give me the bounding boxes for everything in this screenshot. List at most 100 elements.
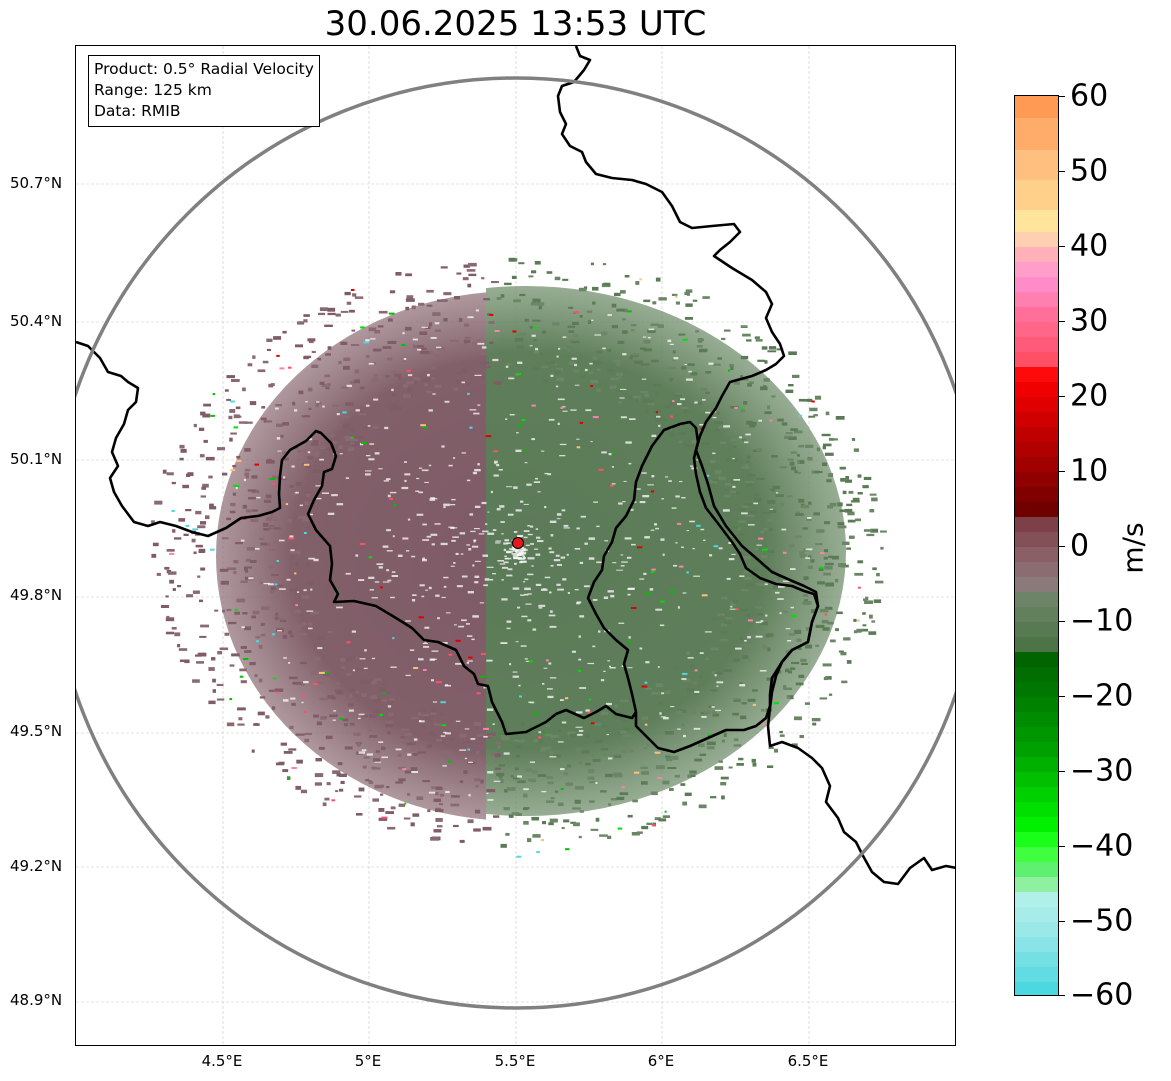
velocity-gate — [657, 383, 661, 387]
velocity-gate — [780, 502, 785, 507]
velocity-gate — [655, 392, 660, 396]
velocity-gap — [588, 557, 595, 560]
velocity-gate — [195, 544, 203, 548]
velocity-gate — [326, 782, 331, 786]
velocity-gate — [226, 517, 231, 521]
velocity-gate — [229, 409, 236, 413]
velocity-outlier — [404, 802, 407, 805]
velocity-outlier — [565, 697, 569, 700]
velocity-gap — [348, 709, 354, 712]
radar-map[interactable] — [75, 45, 956, 1046]
velocity-gate — [270, 586, 276, 591]
velocity-gate — [515, 745, 522, 749]
velocity-gap — [369, 589, 374, 591]
velocity-gate — [258, 678, 263, 683]
velocity-gate — [665, 757, 673, 762]
velocity-gap — [620, 554, 624, 556]
velocity-gate — [499, 779, 504, 784]
velocity-gate — [544, 733, 553, 737]
velocity-gate — [230, 432, 237, 435]
velocity-gate — [759, 621, 768, 626]
velocity-gap — [494, 463, 497, 465]
velocity-gap — [745, 433, 751, 436]
velocity-gate — [740, 355, 749, 360]
velocity-gate — [779, 730, 783, 734]
velocity-gate — [808, 415, 816, 418]
velocity-gate — [703, 710, 712, 714]
velocity-outlier — [467, 748, 471, 751]
velocity-gate — [755, 339, 763, 342]
velocity-gate — [795, 511, 800, 515]
velocity-gap — [369, 443, 375, 445]
velocity-gate — [607, 349, 612, 353]
velocity-gate — [456, 272, 462, 275]
velocity-gate — [455, 379, 462, 384]
velocity-gate — [255, 636, 260, 639]
velocity-gap — [560, 699, 564, 701]
velocity-gate — [542, 821, 546, 825]
velocity-gate — [681, 366, 687, 370]
velocity-gate — [403, 817, 411, 820]
velocity-gate — [324, 324, 333, 327]
velocity-gap — [589, 362, 593, 365]
velocity-gate — [350, 688, 356, 692]
velocity-gate — [202, 413, 211, 418]
velocity-gate — [726, 534, 734, 538]
velocity-gate — [578, 835, 582, 839]
velocity-gate — [868, 631, 877, 635]
velocity-gate — [631, 329, 635, 332]
velocity-gate — [171, 627, 177, 630]
velocity-gate — [818, 567, 824, 571]
velocity-outlier — [255, 640, 260, 643]
velocity-gap — [659, 712, 662, 715]
velocity-gate — [838, 563, 846, 568]
velocity-gate — [657, 324, 664, 328]
colorbar-tick-label: 0 — [1070, 528, 1090, 564]
velocity-outlier — [644, 681, 648, 684]
velocity-gap — [384, 426, 389, 430]
velocity-gate — [231, 653, 240, 657]
velocity-gate — [340, 658, 346, 662]
velocity-gate — [783, 610, 789, 613]
velocity-gap — [630, 508, 634, 511]
velocity-gate — [405, 380, 415, 385]
velocity-gate — [268, 565, 274, 569]
velocity-outlier — [276, 354, 280, 357]
velocity-gate — [430, 836, 439, 841]
velocity-gap — [256, 496, 261, 499]
velocity-gate — [771, 455, 778, 458]
velocity-gate — [748, 510, 758, 513]
velocity-gate — [230, 502, 236, 507]
velocity-gap — [487, 771, 494, 774]
velocity-gate — [596, 388, 601, 392]
velocity-gap — [278, 539, 285, 542]
velocity-gap — [578, 635, 581, 638]
velocity-gate — [585, 734, 589, 738]
velocity-gate — [410, 767, 418, 771]
velocity-gate — [663, 405, 671, 408]
velocity-gate — [667, 375, 672, 379]
velocity-outlier — [394, 504, 397, 507]
velocity-gate — [173, 537, 182, 540]
velocity-gate — [227, 567, 237, 571]
velocity-gate — [369, 735, 378, 738]
velocity-gate — [741, 702, 747, 705]
velocity-gate — [669, 755, 679, 760]
velocity-gate — [697, 743, 705, 747]
velocity-gate — [608, 803, 612, 806]
velocity-outlier — [236, 459, 242, 462]
velocity-gate — [352, 293, 357, 297]
velocity-gate — [277, 617, 284, 621]
velocity-gate — [345, 402, 354, 406]
velocity-gap — [477, 404, 481, 406]
velocity-gate — [498, 338, 507, 341]
velocity-gate — [317, 681, 325, 684]
velocity-gate — [315, 758, 322, 762]
velocity-gap — [486, 659, 493, 662]
velocity-gate — [433, 733, 437, 737]
velocity-gap — [376, 563, 384, 565]
velocity-gate — [757, 546, 762, 551]
velocity-gap — [583, 585, 590, 588]
velocity-gap — [501, 598, 508, 601]
velocity-gate — [462, 277, 469, 281]
